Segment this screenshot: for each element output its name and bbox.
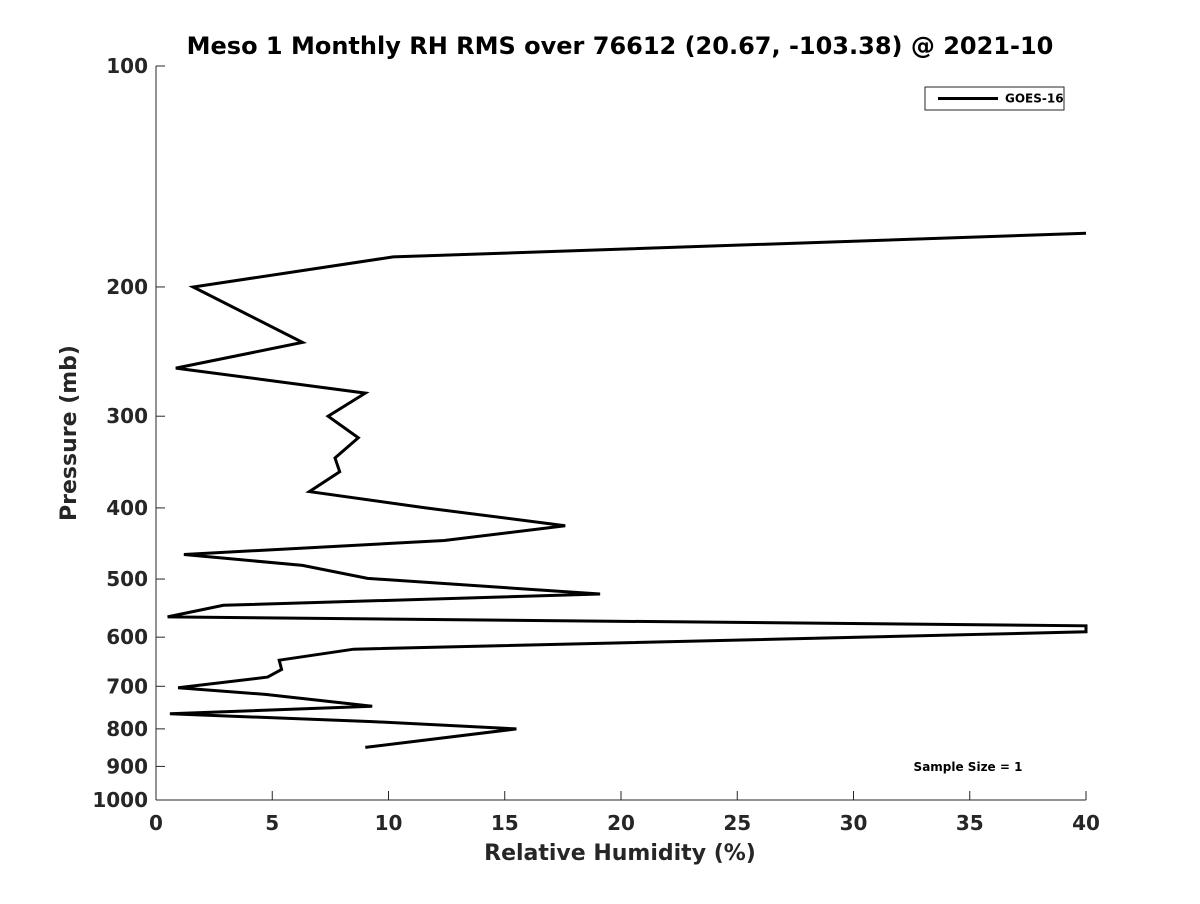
sample-size-annotation: Sample Size = 1 [914, 760, 1023, 774]
x-tick-label: 5 [265, 811, 279, 835]
x-tick-label: 35 [956, 811, 984, 835]
x-tick-label: 20 [607, 811, 635, 835]
x-tick-label: 15 [491, 811, 519, 835]
x-tick-label: 10 [375, 811, 403, 835]
x-axis-label: Relative Humidity (%) [484, 841, 756, 866]
y-tick-label: 300 [106, 404, 148, 428]
chart-title: Meso 1 Monthly RH RMS over 76612 (20.67,… [187, 32, 1054, 60]
x-tick-label: 30 [840, 811, 868, 835]
y-tick-label: 700 [106, 674, 148, 698]
y-tick-label: 100 [106, 54, 148, 78]
y-tick-label: 900 [106, 754, 148, 778]
y-tick-label: 200 [106, 275, 148, 299]
x-tick-label: 0 [149, 811, 163, 835]
y-tick-label: 400 [106, 496, 148, 520]
y-axis-label: Pressure (mb) [57, 345, 82, 521]
x-tick-label: 25 [723, 811, 751, 835]
y-tick-label: 500 [106, 567, 148, 591]
legend: GOES-16 [925, 87, 1064, 110]
x-tick-label: 40 [1072, 811, 1100, 835]
y-tick-label: 1000 [92, 788, 148, 812]
legend-label-goes-16: GOES-16 [1005, 92, 1064, 106]
y-tick-label: 800 [106, 717, 148, 741]
y-tick-label: 600 [106, 625, 148, 649]
